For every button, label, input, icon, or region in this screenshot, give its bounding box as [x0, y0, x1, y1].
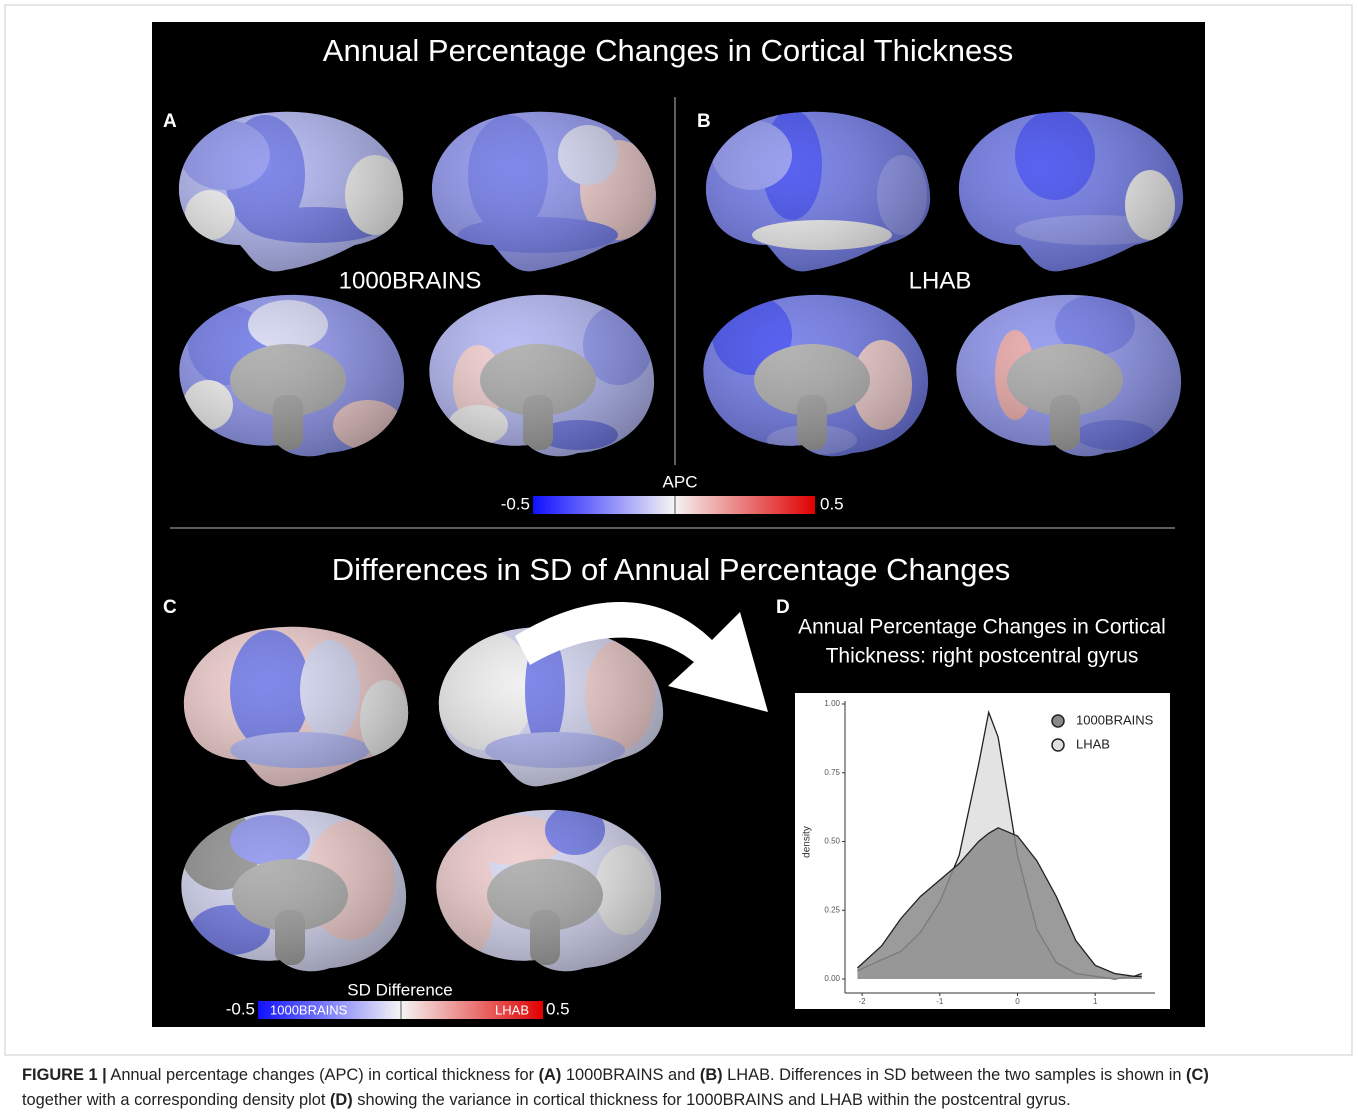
- colorbar-label: APC: [663, 472, 698, 491]
- page: Annual Percentage Changes in Cortical Th…: [0, 0, 1358, 1118]
- caption-text: Annual percentage changes (APC) in corti…: [107, 1066, 539, 1084]
- caption-text: LHAB. Differences in SD between the two …: [723, 1066, 1186, 1084]
- section-title: Differences in SD of Annual Percentage C…: [332, 552, 1010, 587]
- caption: FIGURE 1 | Annual percentage changes (AP…: [22, 1063, 1352, 1113]
- caption-text: FIGURE 1 |: [22, 1066, 107, 1084]
- x-tick-label: 1: [1093, 997, 1098, 1006]
- x-tick-label: 0: [1015, 997, 1020, 1006]
- panel-title: Annual Percentage Changes in Cortical: [798, 616, 1166, 639]
- colorbar-min: -0.5: [501, 494, 530, 513]
- x-tick-label: -1: [936, 997, 944, 1006]
- y-axis-label: density: [802, 826, 813, 858]
- caption-text: (A): [539, 1066, 562, 1084]
- caption-text: (B): [700, 1066, 723, 1084]
- panel-title: Thickness: right postcentral gyrus: [826, 645, 1139, 668]
- legend-swatch: [1052, 739, 1064, 751]
- figure: Annual Percentage Changes in Cortical Th…: [0, 0, 1358, 1118]
- colorbar-max: 0.5: [546, 999, 570, 1018]
- sample-label: LHAB: [909, 267, 972, 294]
- panel-label: A: [163, 111, 177, 132]
- y-tick-label: 0.00: [824, 974, 840, 983]
- colorbar: [533, 496, 815, 514]
- panel-label: D: [776, 597, 790, 618]
- caption-text: showing the variance in cortical thickne…: [353, 1091, 1071, 1109]
- caption-line: together with a corresponding density pl…: [22, 1088, 1352, 1113]
- colorbar-label: SD Difference: [347, 980, 453, 999]
- y-tick-label: 0.75: [824, 768, 840, 777]
- caption-line: FIGURE 1 | Annual percentage changes (AP…: [22, 1063, 1352, 1088]
- figure-title: Annual Percentage Changes in Cortical Th…: [323, 33, 1013, 68]
- colorbar-max: 0.5: [820, 494, 844, 513]
- caption-text: (D): [330, 1091, 353, 1109]
- caption-text: together with a corresponding density pl…: [22, 1091, 330, 1109]
- y-tick-label: 1.00: [824, 699, 840, 708]
- colorbar-high-label: LHAB: [495, 1002, 529, 1017]
- sample-label: 1000BRAINS: [339, 267, 482, 294]
- legend-label: LHAB: [1076, 736, 1110, 751]
- legend-swatch: [1052, 715, 1064, 727]
- caption-text: 1000BRAINS and: [561, 1066, 700, 1084]
- panel-label: C: [163, 597, 177, 618]
- caption-text: (C): [1186, 1066, 1209, 1084]
- colorbar-low-label: 1000BRAINS: [270, 1002, 348, 1017]
- x-tick-label: -2: [859, 997, 867, 1006]
- legend-label: 1000BRAINS: [1076, 712, 1154, 727]
- y-tick-label: 0.50: [824, 837, 840, 846]
- panel-label: B: [697, 111, 711, 132]
- colorbar-min: -0.5: [226, 999, 255, 1018]
- y-tick-label: 0.25: [824, 905, 840, 914]
